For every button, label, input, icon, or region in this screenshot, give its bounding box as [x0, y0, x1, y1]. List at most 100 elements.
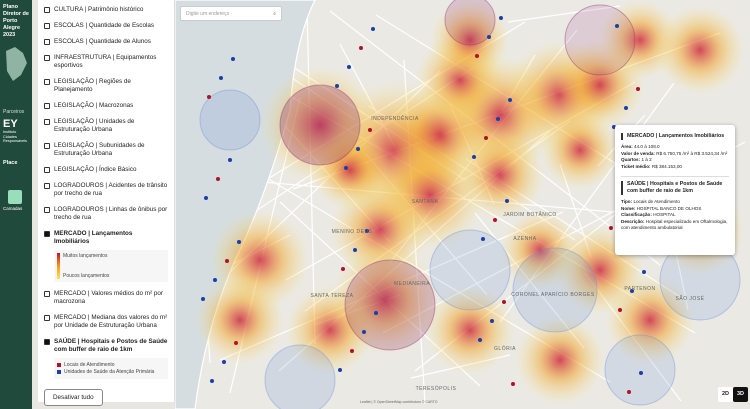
popup-field: Tipo: Locais de Atendimento	[621, 199, 729, 206]
health-marker	[618, 308, 622, 312]
health-marker	[359, 46, 363, 50]
layer-item[interactable]: ESCOLAS | Quantidade de Escolas	[44, 22, 168, 30]
heatmap-blob	[655, 5, 745, 95]
layer-item[interactable]: LOGRADOUROS | Linhas de ônibus por trech…	[44, 206, 168, 222]
layer-item[interactable]: LEGISLAÇÃO | Subunidades de Estruturação…	[44, 142, 168, 158]
field-value: 44.0 à 108.0	[634, 144, 660, 149]
heatmap-blob	[195, 275, 285, 365]
view-2d-button[interactable]: 2D	[718, 387, 733, 402]
health-marker	[204, 196, 208, 200]
attribution: Leaflet | © OpenStreetMap contributors ©…	[360, 400, 438, 404]
layer-label: LEGISLAÇÃO | Subunidades de Estruturação…	[54, 142, 145, 157]
health-marker	[481, 237, 485, 241]
checkbox[interactable]	[44, 79, 50, 85]
checkbox[interactable]	[44, 231, 50, 237]
checkbox[interactable]	[44, 339, 50, 345]
layer-item[interactable]: LEGISLAÇÃO | Macrozonas	[44, 102, 168, 110]
neighborhood-label: SANTANA	[412, 199, 439, 205]
layer-label: LEGISLAÇÃO | Índice Básico	[54, 166, 137, 173]
layer-item[interactable]: LEGISLAÇÃO | Índice Básico	[44, 166, 168, 174]
health-marker	[222, 360, 226, 364]
buffer-zone	[279, 84, 361, 166]
layers-icon[interactable]	[8, 189, 22, 204]
health-marker	[338, 368, 342, 372]
popup-field: Nome: HOSPITAL BANCO DE OLHOS	[621, 206, 729, 213]
checkbox[interactable]	[44, 39, 50, 45]
layer-item[interactable]: LOGRADOUROS | Acidentes de trânsito por …	[44, 182, 168, 198]
layer-list: CULTURA | Patrimônio histórico ESCOLAS | …	[44, 6, 168, 379]
buffer-zone	[604, 334, 676, 406]
partner-logo: Place	[3, 159, 18, 166]
neighborhood-label: GLÓRIA	[494, 345, 516, 352]
health-marker	[219, 76, 223, 80]
legend-label: Locais de Atendimento	[64, 362, 115, 368]
layer-label: INFRAESTRUTURA | Equipamentos esportivos	[54, 54, 157, 69]
checkbox[interactable]	[44, 23, 50, 29]
buffer-zone	[564, 4, 636, 76]
checkbox[interactable]	[44, 207, 50, 213]
layer-item[interactable]: LEGISLAÇÃO | Regiões de Planejamento	[44, 78, 168, 94]
buffer-zone	[264, 344, 336, 409]
health-marker	[341, 267, 345, 271]
checkbox[interactable]	[44, 103, 50, 109]
health-marker	[335, 84, 339, 88]
heatmap-blob	[455, 130, 545, 220]
health-marker	[216, 177, 220, 181]
legend-label: Poucos lançamentos	[63, 273, 110, 279]
checkbox[interactable]	[44, 143, 50, 149]
layer-label: CULTURA | Patrimônio histórico	[54, 6, 144, 13]
checkbox[interactable]	[44, 55, 50, 61]
health-marker	[508, 98, 512, 102]
layer-item[interactable]: LEGISLAÇÃO | Unidades de Estruturação Ur…	[44, 118, 168, 134]
layer-item[interactable]: CULTURA | Patrimônio histórico	[44, 6, 168, 14]
legend-entry: Locais de Atendimento	[57, 362, 165, 368]
health-marker	[234, 341, 238, 345]
field-label: Valor de venda:	[621, 150, 655, 156]
health-marker	[636, 87, 640, 91]
buffer-zone	[444, 0, 496, 46]
popup-section: MERCADO | Lançamentos Imobiliários Área: …	[621, 133, 729, 170]
checkbox[interactable]	[44, 167, 50, 173]
layers-button[interactable]: Camadas	[3, 205, 23, 211]
field-value: Hospital especializado em Oftalmologia, …	[621, 218, 728, 231]
field-label: Área:	[621, 144, 633, 149]
checkbox[interactable]	[44, 7, 50, 13]
map[interactable]: INDEPENDÊNCIA MENINO DEUS SANTANA AZENHA JAR…	[175, 0, 750, 409]
checkbox[interactable]	[44, 291, 50, 297]
field-label: Ticket médio:	[621, 163, 651, 169]
layer-item[interactable]: MERCADO | Valores médios do m² por macro…	[44, 290, 168, 306]
view-3d-button[interactable]: 3D	[733, 387, 748, 402]
layer-label: LEGISLAÇÃO | Regiões de Planejamento	[54, 78, 131, 93]
field-value: 1 à 2	[641, 157, 652, 162]
search-box[interactable]: Digite um endereço ⌕	[180, 6, 282, 21]
buffer-zone	[199, 89, 261, 151]
checkbox[interactable]	[44, 183, 50, 189]
layer-item[interactable]: ESCOLAS | Quantidade de Alunos	[44, 38, 168, 46]
health-marker	[207, 95, 211, 99]
legend-label: Unidades de Saúde da Atenção Primária	[64, 369, 155, 375]
neighborhood-label: INDEPENDÊNCIA	[371, 114, 419, 122]
clear-button[interactable]: Desativar tudo	[44, 389, 103, 406]
field-label: Quartos:	[621, 157, 641, 162]
layer-legend: Locais de Atendimento Unidades de Saúde d…	[54, 358, 168, 379]
health-marker	[237, 240, 241, 244]
field-label: Classificação:	[621, 212, 652, 217]
neighborhood-label: MEDIANEIRA	[394, 281, 430, 287]
neighborhood-label: SANTA TEREZA	[310, 293, 353, 299]
checkbox[interactable]	[44, 119, 50, 125]
layer-item[interactable]: INFRAESTRUTURA | Equipamentos esportivos	[44, 54, 168, 70]
field-value: HOSPITAL	[653, 212, 676, 217]
field-label: Descrição:	[621, 218, 645, 224]
neighborhood-label: JARDIM BOTÂNICO	[503, 211, 557, 218]
layer-item[interactable]: MERCADO | Lançamentos Imobiliários	[44, 230, 168, 246]
layer-item[interactable]: SAÚDE | Hospitais e Postos de Saúde com …	[44, 338, 168, 354]
street	[507, 5, 621, 23]
layer-item[interactable]: MERCADO | Mediana dos valores do m² por …	[44, 314, 168, 330]
layer-label: MERCADO | Mediana dos valores do m² por …	[54, 314, 168, 329]
field-value: R$ 6.750,75 /m² à R$ 3.524,34 /m²	[656, 150, 728, 156]
checkbox[interactable]	[44, 315, 50, 321]
health-marker	[353, 248, 357, 252]
health-marker	[478, 338, 482, 342]
legend-gradient	[57, 253, 60, 279]
health-marker	[362, 330, 366, 334]
